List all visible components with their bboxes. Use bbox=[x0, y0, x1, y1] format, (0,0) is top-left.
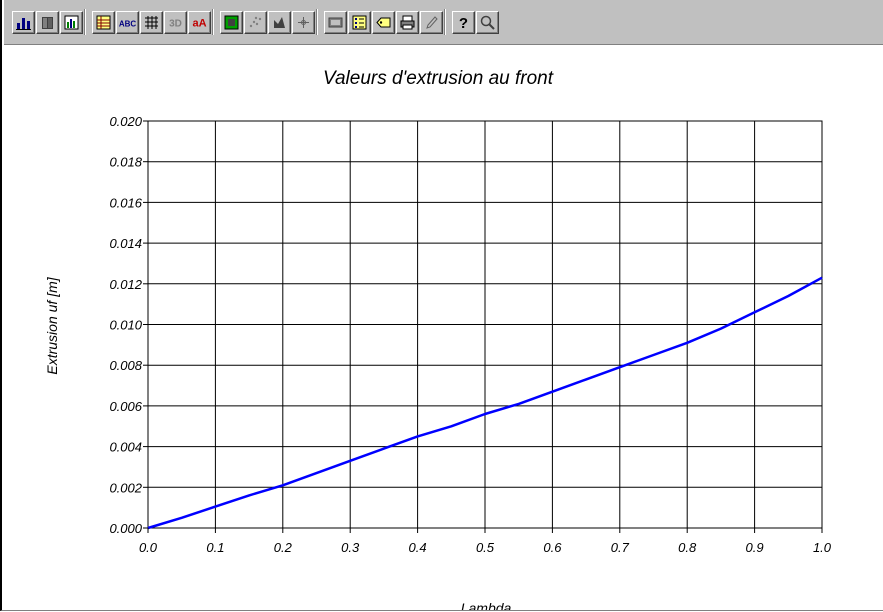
toolbar-button-color-fill[interactable] bbox=[220, 10, 243, 34]
data-table-icon bbox=[96, 15, 111, 29]
toolbar-separator bbox=[212, 9, 214, 35]
x-tick-label: 1.0 bbox=[813, 540, 832, 555]
toolbar-separator bbox=[84, 9, 86, 35]
toolbar-button-export-image[interactable] bbox=[324, 10, 347, 34]
3d-view-icon: 3D bbox=[169, 18, 182, 29]
y-tick-label: 0.006 bbox=[109, 399, 142, 414]
pointer-tool-icon bbox=[274, 16, 285, 28]
toolbar-buttons: ABC 3D aA? bbox=[12, 6, 500, 38]
tick-layer: 0.0 0.1 0.2 0.3 0.4 0.5 0.6 0.7 0.8 0.9 1.0 0.000 0.… bbox=[109, 114, 831, 555]
svg-text:?: ? bbox=[459, 15, 468, 31]
x-tick-label: 0.5 bbox=[476, 540, 495, 555]
bar-chart-icon bbox=[16, 17, 31, 30]
y-tick-label: 0.016 bbox=[109, 195, 142, 210]
x-tick-label: 0.8 bbox=[678, 540, 697, 555]
print-icon bbox=[400, 15, 415, 29]
toolbar-button-scatter-points[interactable] bbox=[244, 10, 267, 34]
grid-lines-icon bbox=[145, 15, 158, 29]
toolbar-button-print[interactable] bbox=[396, 10, 419, 34]
book-icon bbox=[42, 16, 53, 29]
y-tick-label: 0.014 bbox=[109, 236, 142, 251]
y-tick-label: 0.012 bbox=[109, 277, 142, 292]
crosshair-icon bbox=[298, 16, 309, 28]
legend-icon bbox=[352, 15, 367, 29]
x-tick-label: 0.9 bbox=[746, 540, 764, 555]
text-abc-icon-text: ABC bbox=[119, 19, 136, 28]
label-tag-icon bbox=[376, 17, 391, 27]
x-tick-label: 0.7 bbox=[611, 540, 630, 555]
toolbar-separator bbox=[444, 9, 446, 35]
y-tick-label: 0.010 bbox=[109, 318, 142, 333]
x-tick-label: 0.6 bbox=[543, 540, 562, 555]
bar-grid-icon bbox=[64, 15, 79, 29]
text-abc-icon: ABC bbox=[119, 19, 136, 28]
font-size-icon: aA bbox=[192, 17, 206, 29]
y-tick-label: 0.000 bbox=[109, 521, 142, 536]
toolbar-button-data-table[interactable] bbox=[92, 10, 115, 34]
toolbar-button-text-abc[interactable]: ABC bbox=[116, 10, 139, 34]
zoom-icon bbox=[480, 15, 495, 30]
chart-title: Valeurs d'extrusion au front bbox=[323, 68, 554, 89]
y-tick-label: 0.008 bbox=[109, 358, 142, 373]
y-tick-label: 0.004 bbox=[109, 440, 142, 455]
y-axis-label: Extrusion uf [m] bbox=[44, 276, 60, 374]
color-fill-icon bbox=[224, 15, 239, 29]
toolbar-button-bar-grid[interactable] bbox=[60, 10, 83, 34]
toolbar-button-book[interactable] bbox=[36, 10, 59, 34]
x-tick-label: 0.0 bbox=[139, 540, 158, 555]
x-tick-label: 0.3 bbox=[341, 540, 360, 555]
x-tick-label: 0.2 bbox=[274, 540, 293, 555]
help-icon: ? bbox=[459, 15, 468, 31]
toolbar-button-3d-view[interactable]: 3D bbox=[164, 10, 187, 34]
toolbar-button-font-size[interactable]: aA bbox=[188, 10, 211, 34]
y-tick-label: 0.018 bbox=[109, 155, 142, 170]
toolbar-button-bar-chart[interactable] bbox=[12, 10, 35, 34]
toolbar-button-pointer-tool[interactable] bbox=[268, 10, 291, 34]
font-size-icon-text: aA bbox=[192, 17, 206, 29]
toolbar-button-grid-lines[interactable] bbox=[140, 10, 163, 34]
toolbar-button-legend[interactable] bbox=[348, 10, 371, 34]
grid-layer bbox=[147, 120, 823, 529]
toolbar-button-help[interactable]: ? bbox=[452, 10, 475, 34]
pencil-icon bbox=[426, 15, 438, 29]
export-image-icon bbox=[328, 17, 343, 27]
toolbar-button-pencil[interactable] bbox=[420, 10, 443, 34]
x-axis-label: Lambda bbox=[461, 600, 512, 610]
3d-view-icon-text: 3D bbox=[169, 18, 182, 29]
toolbar-button-zoom[interactable] bbox=[476, 10, 499, 34]
scatter-points-icon bbox=[249, 16, 262, 27]
y-tick-label: 0.002 bbox=[109, 480, 142, 495]
x-tick-label: 0.1 bbox=[206, 540, 224, 555]
x-tick-label: 0.4 bbox=[409, 540, 427, 555]
line-chart: Valeurs d'extrusion au front 0.0 0.1 0.2 0.… bbox=[44, 68, 832, 610]
toolbar-button-label-tag[interactable] bbox=[372, 10, 395, 34]
toolbar-separator bbox=[316, 9, 318, 35]
series-layer bbox=[147, 276, 823, 530]
chart-toolbar: ABC 3D aA? bbox=[4, 0, 883, 45]
y-tick-label: 0.020 bbox=[109, 114, 142, 129]
toolbar-button-crosshair[interactable] bbox=[292, 10, 315, 34]
series-line bbox=[147, 276, 823, 530]
